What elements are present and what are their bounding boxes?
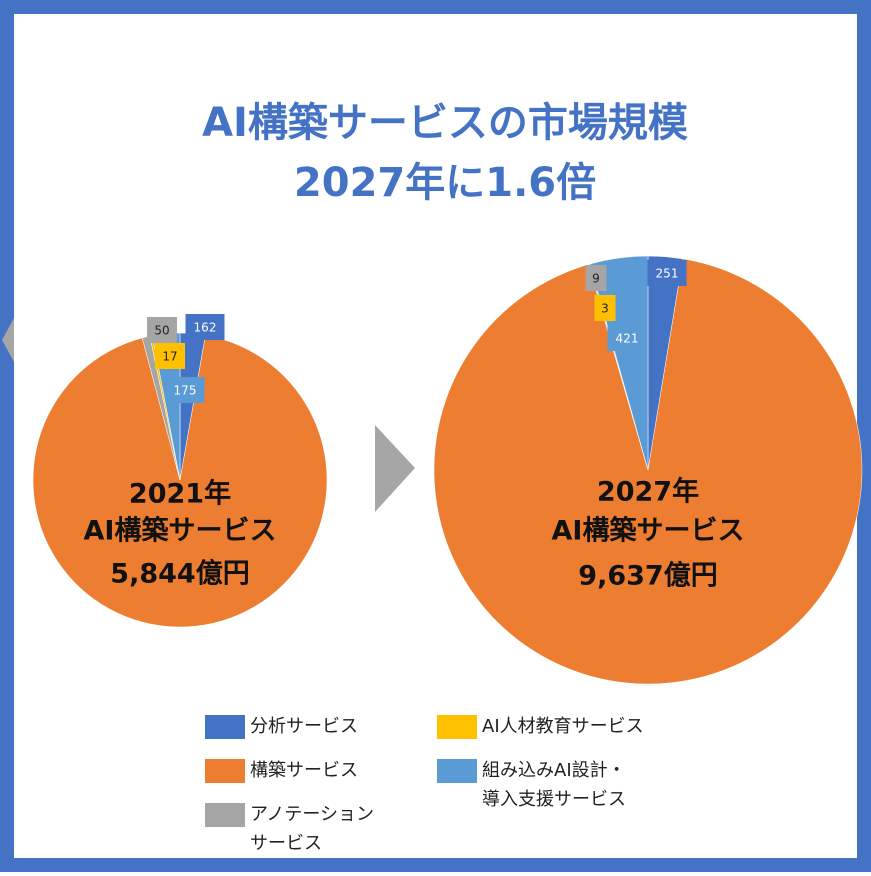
data-label: 9	[592, 272, 600, 286]
arrow	[375, 425, 415, 512]
legend-label: 分析サービス	[250, 716, 358, 737]
legend-line: サービス	[250, 833, 322, 854]
legend-line: アノテーション	[250, 804, 374, 825]
label-box	[185, 314, 225, 340]
arrow	[2, 318, 14, 362]
legend-swatch	[205, 715, 245, 739]
label-box	[147, 317, 177, 343]
data-label: 251	[656, 267, 679, 281]
data-label: 3	[601, 302, 609, 316]
label-box	[165, 377, 205, 403]
legend-line: 組み込みAI設計・	[482, 760, 626, 781]
legend-line: AI人材教育サービス	[482, 716, 644, 737]
chart-title: AI構築サービスの市場規模	[202, 100, 688, 146]
pie-slice	[433, 258, 863, 685]
label-box	[155, 343, 185, 369]
center-label: AI構築サービス	[552, 515, 745, 547]
legend-label: 組み込みAI設計・導入支援サービス	[482, 760, 626, 810]
center-label: 2021年	[129, 478, 231, 510]
label-box	[594, 295, 616, 321]
center-label: 2027年	[597, 476, 699, 508]
legend-line: 構築サービス	[250, 760, 358, 781]
data-label: 50	[154, 324, 169, 338]
label-box	[647, 260, 687, 286]
chart-title: 2027年に1.6倍	[294, 160, 596, 206]
legend-line: 導入支援サービス	[482, 789, 626, 810]
legend-swatch	[437, 759, 477, 783]
center-label: AI構築サービス	[84, 515, 277, 547]
legend-label: アノテーションサービス	[250, 804, 374, 854]
legend-swatch	[205, 759, 245, 783]
data-label: 421	[616, 332, 639, 346]
data-label: 162	[194, 321, 217, 335]
pie-slice	[32, 334, 328, 628]
label-box	[585, 265, 607, 291]
legend-swatch	[205, 803, 245, 827]
center-label: 9,637億円	[578, 561, 717, 592]
label-box	[607, 325, 647, 351]
data-label: 17	[162, 350, 177, 364]
legend-swatch	[437, 715, 477, 739]
legend-line: 分析サービス	[250, 716, 358, 737]
center-label: 5,844億円	[110, 559, 249, 590]
legend-label: 構築サービス	[250, 760, 358, 781]
data-label: 175	[174, 384, 197, 398]
legend-label: AI人材教育サービス	[482, 716, 644, 737]
